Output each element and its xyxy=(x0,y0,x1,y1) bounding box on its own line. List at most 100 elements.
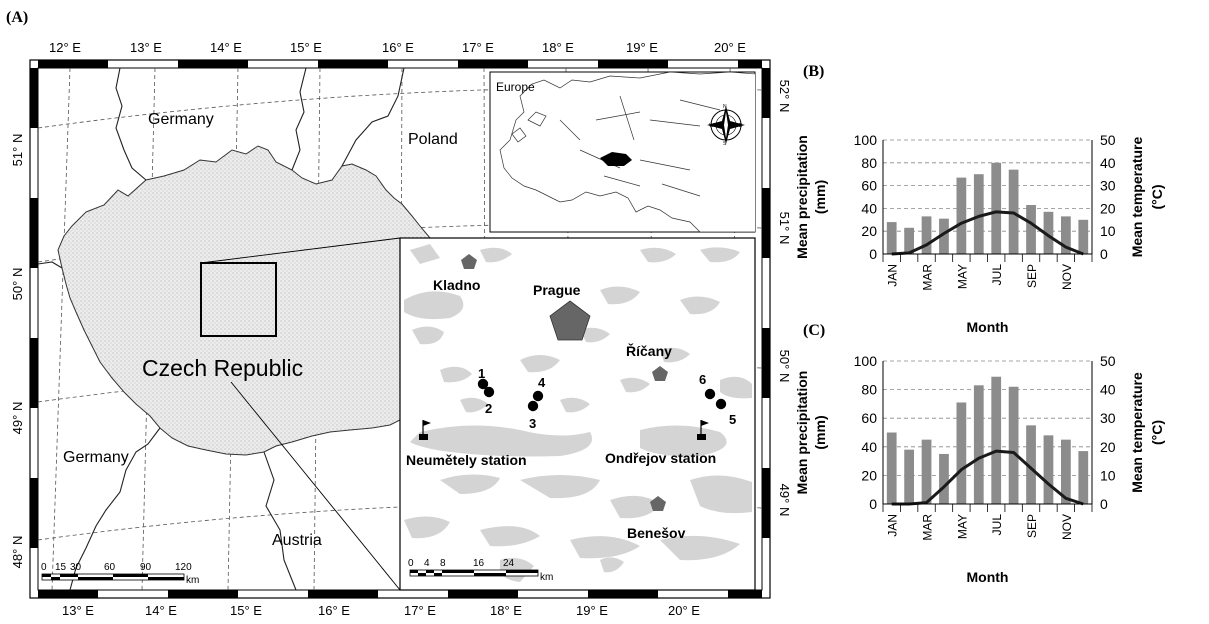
label-kladno: Kladno xyxy=(433,277,480,293)
lon-bottom-7: 20° E xyxy=(668,603,700,618)
scale-bar-main: 0 15 30 60 90 120 km xyxy=(41,562,199,586)
leader-line-top xyxy=(200,237,401,264)
scale-main-tick-0: 0 xyxy=(41,562,47,573)
site-marker-6 xyxy=(704,388,716,400)
x-tick-label: SEP xyxy=(1025,514,1039,538)
climate-chart-c: 0 20 40 60 80 100 0 10 20 30 40 50 JAN MAR MAY JUL SEP NO… xyxy=(794,353,1165,585)
temperature-line xyxy=(891,210,1084,256)
precip-bar-sep xyxy=(1026,425,1036,504)
x-tick-label: JAN xyxy=(886,514,900,537)
x-tick-label: MAY xyxy=(955,264,969,289)
site-marker-4 xyxy=(532,390,544,402)
y-tick-label-left: 20 xyxy=(861,223,877,239)
y-tick-label-right: 30 xyxy=(1100,178,1116,194)
lon-bottom-6: 19° E xyxy=(576,603,608,618)
lat-left-3: 48° N xyxy=(10,536,25,569)
panel-label-c: (C) xyxy=(803,322,825,339)
x-axis-title: Month xyxy=(967,319,1009,335)
site-label-4: 4 xyxy=(538,375,546,390)
y-axis-title-left: (mm) xyxy=(812,415,828,449)
scale-inset-unit: km xyxy=(540,572,553,583)
site-label-5: 5 xyxy=(729,412,736,427)
precip-bar-jul xyxy=(991,162,1002,254)
lon-labels-bottom: 13° E 14° E 15° E 16° E 17° E 18° E 19° … xyxy=(62,603,700,618)
precip-bar-dec xyxy=(1078,451,1089,504)
frame-checker-left xyxy=(30,68,38,548)
precip-bar-oct xyxy=(1043,211,1054,254)
y-tick-label-right: 0 xyxy=(1100,246,1108,262)
x-tick-label: MAR xyxy=(921,264,935,291)
town-marker-benesov xyxy=(650,496,666,511)
precip-bar-may xyxy=(956,177,967,254)
study-area-box xyxy=(200,262,277,337)
town-marker-prague xyxy=(549,300,591,341)
y-tick-label-left: 0 xyxy=(869,496,877,512)
precip-bar-sep xyxy=(1026,204,1036,254)
town-marker-ricany xyxy=(652,366,668,381)
y-tick-label-left: 100 xyxy=(854,353,878,369)
precip-bar-nov xyxy=(1060,216,1071,254)
y-axis-title-right: (°C) xyxy=(1149,184,1165,209)
site-marker-3 xyxy=(527,400,539,412)
y-tick-label-right: 50 xyxy=(1100,132,1116,148)
precip-bar-jan xyxy=(886,222,897,254)
czech-locator xyxy=(600,152,632,166)
lon-top-5: 17° E xyxy=(462,40,494,55)
y-tick-label-right: 20 xyxy=(1100,200,1116,216)
y-tick-label-left: 60 xyxy=(861,178,877,194)
lon-top-6: 18° E xyxy=(542,40,574,55)
compass-rose-icon: N W E S xyxy=(707,104,745,147)
precip-bar-may xyxy=(956,402,967,504)
lat-left-0: 51° N xyxy=(10,134,25,167)
compass-n: N xyxy=(723,104,727,110)
lon-labels-top: 12° E 13° E 14° E 15° E 16° E 17° E 18° … xyxy=(49,40,746,55)
frame-checker-top xyxy=(38,60,762,68)
y-axis-title-right: Mean temperature xyxy=(1129,136,1145,257)
label-czech-republic: Czech Republic xyxy=(142,355,303,381)
precip-bar-aug xyxy=(1008,386,1019,504)
precip-bar-mar xyxy=(921,439,932,504)
lon-bottom-0: 13° E xyxy=(62,603,94,618)
scale-inset-tick-4: 24 xyxy=(503,558,515,569)
label-ondrejov-station: Ondřejov station xyxy=(605,450,716,466)
country-borders xyxy=(37,67,405,591)
station-flag-icon-ondrejov xyxy=(697,420,709,440)
scale-main-tick-5: 120 xyxy=(175,562,192,573)
y-tick-label-right: 40 xyxy=(1100,155,1116,171)
label-austria: Austria xyxy=(272,532,322,549)
site-label-6: 6 xyxy=(699,372,706,387)
climate-chart-b: 0 20 40 60 80 100 0 10 20 30 40 50 JAN MAR MAY JUL SEP NO… xyxy=(794,132,1165,335)
x-tick-label: JAN xyxy=(886,264,900,287)
y-tick-label-left: 0 xyxy=(869,246,877,262)
lon-top-2: 14° E xyxy=(210,40,242,55)
lon-top-4: 16° E xyxy=(382,40,414,55)
label-neumetely-station: Neumětely station xyxy=(406,452,527,468)
panel-label-a: (A) xyxy=(6,9,28,26)
lat-right-2: 50° N xyxy=(777,350,792,383)
scale-main-unit: km xyxy=(186,575,199,586)
scale-main-tick-2: 30 xyxy=(70,562,82,573)
europe-inset: Europe N W E S xyxy=(489,71,756,233)
town-marker-kladno xyxy=(461,254,477,269)
precip-bar-jun xyxy=(973,385,984,504)
y-tick-label-right: 20 xyxy=(1100,439,1116,455)
site-label-2: 2 xyxy=(485,401,492,416)
y-tick-label-right: 10 xyxy=(1100,223,1116,239)
lon-top-3: 15° E xyxy=(290,40,322,55)
label-germany-south: Germany xyxy=(63,449,129,466)
y-tick-label-left: 40 xyxy=(861,439,877,455)
x-tick-label: NOV xyxy=(1060,514,1074,540)
lon-bottom-2: 15° E xyxy=(230,603,262,618)
y-axis-title-right: Mean temperature xyxy=(1129,372,1145,493)
site-label-1: 1 xyxy=(478,366,485,381)
lon-bottom-5: 18° E xyxy=(490,603,522,618)
y-tick-label-left: 60 xyxy=(861,410,877,426)
lon-top-0: 12° E xyxy=(49,40,81,55)
precip-bar-dec xyxy=(1078,219,1089,254)
x-tick-label: MAR xyxy=(921,514,935,541)
x-tick-label: NOV xyxy=(1060,264,1074,290)
lat-right-3: 49° N xyxy=(777,484,792,517)
y-tick-label-left: 20 xyxy=(861,467,877,483)
lat-right-1: 51° N xyxy=(777,212,792,245)
